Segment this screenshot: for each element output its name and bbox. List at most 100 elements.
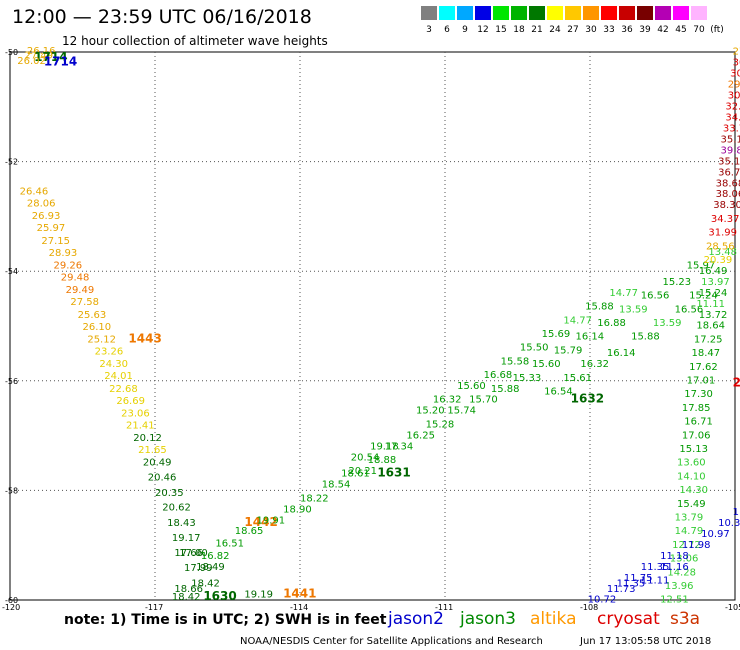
footnote: note: 1) Time is in UTC; 2) SWH is in fe… xyxy=(64,612,387,628)
wave-height-value: 16.71 xyxy=(684,417,713,428)
wave-height-value: 14.30 xyxy=(679,485,708,496)
wave-height-value: 15.88 xyxy=(585,302,614,313)
track-cryosat-right-times: 2036 xyxy=(733,375,740,389)
legend-swatch xyxy=(619,6,635,20)
wave-height-value: 28.93 xyxy=(49,248,78,259)
wave-height-value: 14.28 xyxy=(667,567,696,578)
legend-label: 21 xyxy=(531,25,543,35)
wave-height-value: 15.13 xyxy=(679,444,708,455)
track-jason2-bottom-right: 10.7211.7311.7511.3511.1811.9810.9710.37… xyxy=(588,507,740,606)
legend-swatch xyxy=(565,6,581,20)
wave-height-value: 36.78 xyxy=(718,167,740,178)
wave-height-value: 17.00 xyxy=(179,548,208,559)
wave-height-value: 13.79 xyxy=(675,513,704,524)
wave-height-value: 18.65 xyxy=(235,526,264,537)
wave-height-value: 26.10 xyxy=(83,322,112,333)
wave-height-value: 15.60 xyxy=(457,381,486,392)
legend-label: 24 xyxy=(549,25,561,35)
wave-height-value: 35.11 xyxy=(721,134,740,145)
legend-swatch xyxy=(529,6,545,20)
legend-swatch xyxy=(457,6,473,20)
wave-height-value: 16.32 xyxy=(433,395,462,406)
wave-height-value: 18.49 xyxy=(196,562,225,573)
lon-tick-label: -120 xyxy=(2,603,20,612)
track-jason3-right-vertical: 16.4913.9715.2411.1113.7218.6417.2518.47… xyxy=(660,266,730,606)
wave-height-value: 20.12 xyxy=(133,433,162,444)
wave-height-value: 15.60 xyxy=(532,359,561,370)
legend-label: 3 xyxy=(426,25,432,35)
wave-height-value: 17.66 xyxy=(174,548,203,559)
wave-height-value: 15.24 xyxy=(699,288,728,299)
wave-height-value: 16.88 xyxy=(597,318,626,329)
wave-height-value: 27.58 xyxy=(70,297,99,308)
wave-height-value: 11.18 xyxy=(660,551,689,562)
legend-label: 42 xyxy=(657,25,669,35)
wave-height-value: 16.14 xyxy=(576,332,605,343)
wave-height-value: 10.97 xyxy=(701,529,730,540)
wave-height-value: 19.19 xyxy=(244,589,273,600)
legend-swatch xyxy=(475,6,491,20)
legend-label: 39 xyxy=(639,25,651,35)
lon-tick-label: -105 xyxy=(725,603,740,612)
lat-tick-label: -54 xyxy=(5,267,18,276)
legend-swatch xyxy=(637,6,653,20)
wave-height-value: 15.20 xyxy=(416,406,445,417)
satellite-name-altika: altika xyxy=(530,609,577,629)
wave-height-value: 18.22 xyxy=(300,493,329,504)
pass-time-label: 1714 xyxy=(44,55,77,69)
wave-height-value: 15.50 xyxy=(520,343,549,354)
wave-height-value: 16.56 xyxy=(641,291,670,302)
wave-height-value: 35.11 xyxy=(718,156,740,167)
legend-label: 70 xyxy=(693,25,705,35)
wave-height-value: 22.68 xyxy=(109,384,138,395)
wave-height-value: 23.26 xyxy=(95,346,124,357)
satellite-name-jason2: jason2 xyxy=(388,609,444,629)
wave-height-value: 17.01 xyxy=(687,376,716,387)
wave-height-value: 14.10 xyxy=(677,471,706,482)
wave-height-value: 13.06 xyxy=(670,554,699,565)
legend-label: 30 xyxy=(585,25,597,35)
wave-height-value: 21.41 xyxy=(126,420,155,431)
wave-height-value: 18.66 xyxy=(174,584,203,595)
wave-height-value: 20.39 xyxy=(704,255,733,266)
wave-height-value: 38.06 xyxy=(716,189,740,200)
pass-time-label: 1443 xyxy=(128,331,161,345)
wave-height-value: 33.76 xyxy=(723,123,740,134)
wave-height-value: 27.15 xyxy=(41,236,70,247)
wave-height-value: 15.58 xyxy=(501,356,530,367)
wave-height-value: 38.68 xyxy=(716,178,740,189)
wave-height-value: 18.43 xyxy=(167,518,196,529)
legend-label: 6 xyxy=(444,25,450,35)
wave-height-value: 16.14 xyxy=(607,348,636,359)
wave-height-value: 18.90 xyxy=(283,504,312,515)
legend-swatch xyxy=(439,6,455,20)
legend-swatch xyxy=(547,6,563,20)
wave-height-value: 16.68 xyxy=(484,370,513,381)
wave-height-value: 13.59 xyxy=(653,318,682,329)
track-cryosat-right: 27.0730.0930.5129.9930.8332.1434.2033.76… xyxy=(704,47,740,266)
wave-height-value: 32.14 xyxy=(725,102,740,113)
wave-height-value: 10.72 xyxy=(588,595,617,606)
wave-height-value: 15.23 xyxy=(663,277,692,288)
wave-height-value: 27.49 xyxy=(25,51,54,62)
legend-label: 45 xyxy=(675,25,687,35)
wave-height-value: 13.60 xyxy=(677,458,706,469)
wave-height-value: 29.49 xyxy=(66,285,95,296)
legend-label: 15 xyxy=(495,25,507,35)
wave-height-value: 16.25 xyxy=(406,430,435,441)
legend-label: 36 xyxy=(621,25,633,35)
wave-height-value: 20.21 xyxy=(348,466,377,477)
wave-height-value: 11.73 xyxy=(607,584,636,595)
pass-time-label: 1630 xyxy=(203,589,236,603)
wave-height-value: 15.28 xyxy=(426,419,455,430)
wave-height-value: 18.54 xyxy=(322,480,351,491)
wave-height-value: 11.11 xyxy=(696,299,725,310)
wave-height-value: 13.97 xyxy=(701,277,730,288)
wave-height-value: 25.63 xyxy=(78,310,107,321)
track-jason3-left-track: 20.12 20.49 20.46 20.35 20.62 18.43 19.17 17.00… xyxy=(133,433,236,603)
wave-height-value: 15.88 xyxy=(491,384,520,395)
